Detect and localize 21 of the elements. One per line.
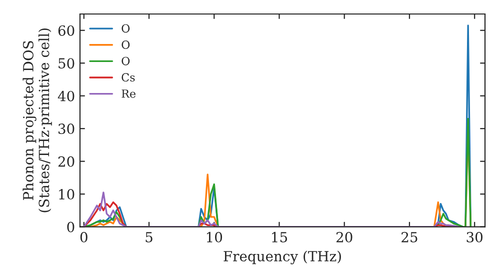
y-tick-label: 0: [67, 222, 74, 232]
y-tick-label: 20: [58, 156, 74, 167]
y-tick-label: 40: [58, 90, 74, 102]
y-tick-label: 10: [59, 189, 74, 200]
x-tick-label: 20: [336, 232, 352, 242]
x-tick-label: 25: [402, 232, 418, 242]
y-tick-label: 30: [58, 124, 74, 134]
x-axis-title: Frequency (THz): [224, 250, 341, 264]
x-tick-label: 5: [146, 232, 152, 242]
legend-label: O: [122, 40, 130, 49]
legend-label: O: [122, 24, 130, 33]
y-tick-label: 60: [58, 25, 74, 36]
x-tick-label: 0: [80, 232, 88, 242]
legend-label: Re: [122, 90, 136, 98]
y-tick-label: 50: [58, 58, 74, 69]
legend-label: Cs: [122, 73, 135, 82]
legend-label: O: [122, 56, 130, 66]
y-axis-title: Phonon projected DOS (States/THz·primitive cell): [22, 28, 52, 212]
x-tick-label: 15: [272, 232, 288, 242]
x-tick-label: 30: [466, 232, 482, 242]
x-tick-label: 10: [206, 232, 222, 242]
